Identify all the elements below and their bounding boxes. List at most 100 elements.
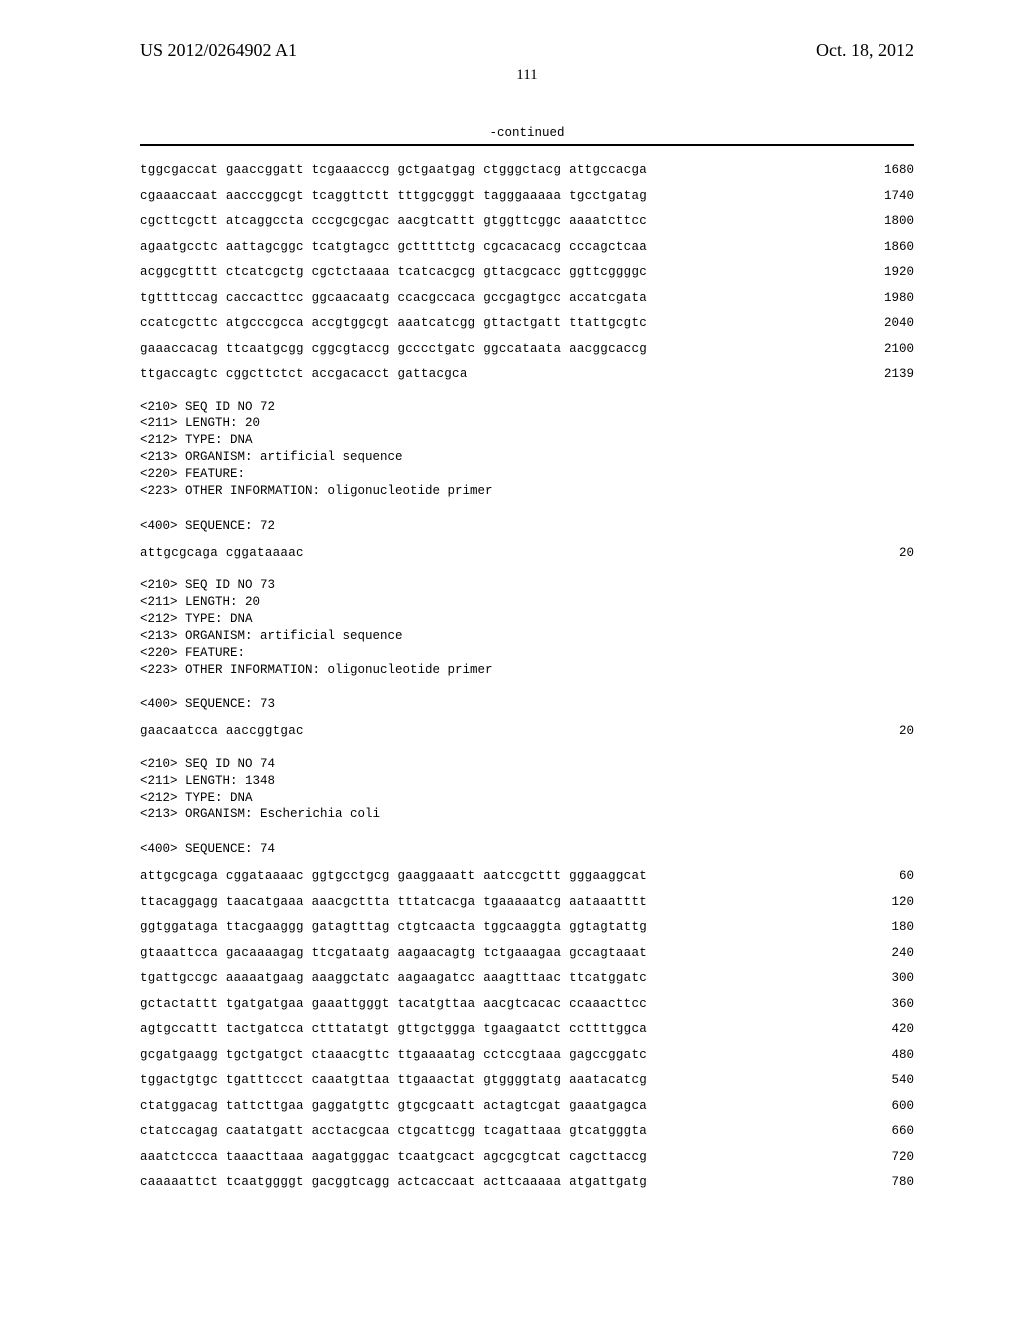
seq-pos: 180: [864, 921, 914, 934]
seq-pos: 20: [864, 725, 914, 738]
meta-line: <223> OTHER INFORMATION: oligonucleotide…: [140, 483, 914, 500]
seq-pos: 60: [864, 870, 914, 883]
seq-pos: 480: [864, 1049, 914, 1062]
seq-pos: 120: [864, 896, 914, 909]
seq-line: cgaaaccaat aacccggcgt tcaggttctt tttggcg…: [140, 190, 914, 203]
seq-text: tggactgtgc tgatttccct caaatgttaa ttgaaac…: [140, 1074, 647, 1087]
meta-line: <220> FEATURE:: [140, 466, 914, 483]
meta-line: <223> OTHER INFORMATION: oligonucleotide…: [140, 662, 914, 679]
seq-meta-73: <210> SEQ ID NO 73 <211> LENGTH: 20 <212…: [140, 577, 914, 678]
seq-text: gaaaccacag ttcaatgcgg cggcgtaccg gcccctg…: [140, 343, 647, 356]
seq-line: ccatcgcttc atgcccgcca accgtggcgt aaatcat…: [140, 317, 914, 330]
seq-text: cgcttcgctt atcaggccta cccgcgcgac aacgtca…: [140, 215, 647, 228]
seq-line: attgcgcaga cggataaaac ggtgcctgcg gaaggaa…: [140, 870, 914, 883]
seq-line: tggcgaccat gaaccggatt tcgaaacccg gctgaat…: [140, 164, 914, 177]
meta-line: <212> TYPE: DNA: [140, 432, 914, 449]
continued-label: -continued: [140, 126, 914, 140]
seq-line: gaacaatcca aaccggtgac 20: [140, 725, 914, 738]
seq-line: ctatggacag tattcttgaa gaggatgttc gtgcgca…: [140, 1100, 914, 1113]
seq-text: acggcgtttt ctcatcgctg cgctctaaaa tcatcac…: [140, 266, 647, 279]
seq-text: tggcgaccat gaaccggatt tcgaaacccg gctgaat…: [140, 164, 647, 177]
seq-line: ctatccagag caatatgatt acctacgcaa ctgcatt…: [140, 1125, 914, 1138]
seq-pos: 2139: [864, 368, 914, 381]
seq-pos: 360: [864, 998, 914, 1011]
page-number: 111: [140, 67, 914, 84]
seq-text: gctactattt tgatgatgaa gaaattgggt tacatgt…: [140, 998, 647, 1011]
seq-pos: 1740: [864, 190, 914, 203]
seq-text: gcgatgaagg tgctgatgct ctaaacgttc ttgaaaa…: [140, 1049, 647, 1062]
meta-line: <213> ORGANISM: artificial sequence: [140, 628, 914, 645]
seq-line: attgcgcaga cggataaaac 20: [140, 547, 914, 560]
seq-pos: 1680: [864, 164, 914, 177]
seq-line: gtaaattcca gacaaaagag ttcgataatg aagaaca…: [140, 947, 914, 960]
sequence-listing: tggcgaccat gaaccggatt tcgaaacccg gctgaat…: [140, 164, 914, 1189]
seq-line: ttacaggagg taacatgaaa aaacgcttta tttatca…: [140, 896, 914, 909]
seq-pos: 1800: [864, 215, 914, 228]
seq-text: attgcgcaga cggataaaac ggtgcctgcg gaaggaa…: [140, 870, 647, 883]
seq-line: gcgatgaagg tgctgatgct ctaaacgttc ttgaaaa…: [140, 1049, 914, 1062]
seq-text: tgattgccgc aaaaatgaag aaaggctatc aagaaga…: [140, 972, 647, 985]
seq-text: ctatggacag tattcttgaa gaggatgttc gtgcgca…: [140, 1100, 647, 1113]
seq-line: tgattgccgc aaaaatgaag aaaggctatc aagaaga…: [140, 972, 914, 985]
seq-text: tgttttccag caccacttcc ggcaacaatg ccacgcc…: [140, 292, 647, 305]
seq-meta-74: <210> SEQ ID NO 74 <211> LENGTH: 1348 <2…: [140, 756, 914, 824]
publication-date: Oct. 18, 2012: [816, 40, 914, 61]
seq-pos: 2040: [864, 317, 914, 330]
meta-line: <210> SEQ ID NO 72: [140, 399, 914, 416]
seq-line: ttgaccagtc cggcttctct accgacacct gattacg…: [140, 368, 914, 381]
seq-block-continuation: tggcgaccat gaaccggatt tcgaaacccg gctgaat…: [140, 164, 914, 381]
seq-pos: 1980: [864, 292, 914, 305]
document-header: US 2012/0264902 A1 Oct. 18, 2012: [140, 40, 914, 61]
seq-line: ggtggataga ttacgaaggg gatagtttag ctgtcaa…: [140, 921, 914, 934]
seq-pos: 1860: [864, 241, 914, 254]
meta-line: <213> ORGANISM: Escherichia coli: [140, 806, 914, 823]
seq-line: acggcgtttt ctcatcgctg cgctctaaaa tcatcac…: [140, 266, 914, 279]
seq-line: gctactattt tgatgatgaa gaaattgggt tacatgt…: [140, 998, 914, 1011]
seq-text: agtgccattt tactgatcca ctttatatgt gttgctg…: [140, 1023, 647, 1036]
meta-line: <213> ORGANISM: artificial sequence: [140, 449, 914, 466]
seq-text: cgaaaccaat aacccggcgt tcaggttctt tttggcg…: [140, 190, 647, 203]
publication-number: US 2012/0264902 A1: [140, 40, 297, 61]
seq-text: aaatctccca taaacttaaa aagatgggac tcaatgc…: [140, 1151, 647, 1164]
seq-pos: 420: [864, 1023, 914, 1036]
seq-text: ccatcgcttc atgcccgcca accgtggcgt aaatcat…: [140, 317, 647, 330]
meta-line: <211> LENGTH: 1348: [140, 773, 914, 790]
seq-line: tgttttccag caccacttcc ggcaacaatg ccacgcc…: [140, 292, 914, 305]
seq-line: agaatgcctc aattagcggc tcatgtagcc gcttttt…: [140, 241, 914, 254]
seq-text: caaaaattct tcaatggggt gacggtcagg actcacc…: [140, 1176, 647, 1189]
seq-line: cgcttcgctt atcaggccta cccgcgcgac aacgtca…: [140, 215, 914, 228]
seq-text: attgcgcaga cggataaaac: [140, 547, 304, 560]
meta-line: <220> FEATURE:: [140, 645, 914, 662]
seq-line: caaaaattct tcaatggggt gacggtcagg actcacc…: [140, 1176, 914, 1189]
seq-text: agaatgcctc aattagcggc tcatgtagcc gcttttt…: [140, 241, 647, 254]
seq-pos: 20: [864, 547, 914, 560]
seq-line: gaaaccacag ttcaatgcgg cggcgtaccg gcccctg…: [140, 343, 914, 356]
meta-line: <211> LENGTH: 20: [140, 594, 914, 611]
seq-text: ttacaggagg taacatgaaa aaacgcttta tttatca…: [140, 896, 647, 909]
seq-pos: 600: [864, 1100, 914, 1113]
meta-line: <210> SEQ ID NO 73: [140, 577, 914, 594]
seq-line: tggactgtgc tgatttccct caaatgttaa ttgaaac…: [140, 1074, 914, 1087]
seq-text: ttgaccagtc cggcttctct accgacacct gattacg…: [140, 368, 468, 381]
seq-label-72: <400> SEQUENCE: 72: [140, 518, 914, 535]
meta-line: <212> TYPE: DNA: [140, 611, 914, 628]
seq-label-74: <400> SEQUENCE: 74: [140, 841, 914, 858]
seq-text: gtaaattcca gacaaaagag ttcgataatg aagaaca…: [140, 947, 647, 960]
seq-pos: 2100: [864, 343, 914, 356]
seq-pos: 660: [864, 1125, 914, 1138]
divider: [140, 144, 914, 146]
seq-meta-72: <210> SEQ ID NO 72 <211> LENGTH: 20 <212…: [140, 399, 914, 500]
seq-text: ctatccagag caatatgatt acctacgcaa ctgcatt…: [140, 1125, 647, 1138]
meta-line: <210> SEQ ID NO 74: [140, 756, 914, 773]
seq-pos: 540: [864, 1074, 914, 1087]
seq-block-74: attgcgcaga cggataaaac ggtgcctgcg gaaggaa…: [140, 870, 914, 1189]
meta-line: <211> LENGTH: 20: [140, 415, 914, 432]
seq-line: agtgccattt tactgatcca ctttatatgt gttgctg…: [140, 1023, 914, 1036]
seq-text: gaacaatcca aaccggtgac: [140, 725, 304, 738]
seq-pos: 1920: [864, 266, 914, 279]
seq-pos: 300: [864, 972, 914, 985]
seq-label-73: <400> SEQUENCE: 73: [140, 696, 914, 713]
meta-line: <212> TYPE: DNA: [140, 790, 914, 807]
seq-line: aaatctccca taaacttaaa aagatgggac tcaatgc…: [140, 1151, 914, 1164]
seq-pos: 720: [864, 1151, 914, 1164]
